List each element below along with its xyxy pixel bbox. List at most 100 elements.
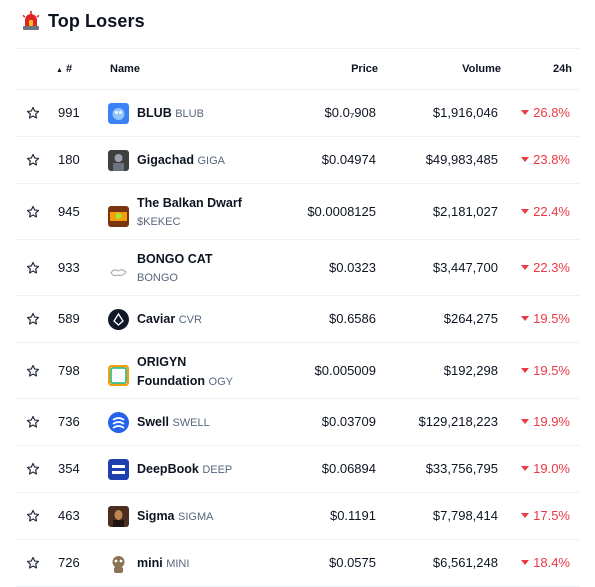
rank-cell: 798	[58, 362, 80, 378]
coin-name-cell[interactable]: mini MINI	[108, 552, 190, 574]
table-header: ▲ # Name Price Volume 24h	[16, 48, 580, 90]
section-header: Top Losers	[22, 8, 145, 34]
coin-symbol: SIGMA	[178, 511, 214, 523]
name-header[interactable]: Name	[110, 63, 140, 75]
watchlist-star-icon[interactable]	[26, 556, 40, 570]
change-cell: 19.5%	[521, 311, 570, 326]
price-cell: $0.04974	[321, 152, 376, 167]
table-row[interactable]: 798 ORIGYN Foundation OGY $0.005009 $192,29…	[16, 343, 580, 399]
coin-name-cell[interactable]: Swell SWELL	[108, 411, 210, 433]
watchlist-star-icon[interactable]	[26, 509, 40, 523]
price-cell: $0.005009	[314, 362, 376, 378]
rank-cell: 991	[58, 105, 80, 120]
watchlist-star-icon[interactable]	[26, 153, 40, 167]
table-row[interactable]: 726 mini MINI $0.0575 $6,561,248 18.4%	[16, 540, 580, 587]
coin-name-line2: Foundation	[137, 374, 206, 388]
coin-name-cell[interactable]: Caviar CVR	[108, 308, 202, 330]
rank-cell: 726	[58, 555, 80, 570]
change-cell: 17.5%	[521, 508, 570, 523]
coin-name-cell[interactable]: DeepBook DEEP	[108, 458, 233, 480]
table-row[interactable]: 354 DeepBook DEEP $0.06894 $33,756,795 19.0%	[16, 446, 580, 493]
table-row[interactable]: 736 Swell SWELL $0.03709 $129,218,223 19.9%	[16, 399, 580, 446]
watchlist-star-icon[interactable]	[26, 106, 40, 120]
watchlist-star-icon[interactable]	[26, 261, 40, 275]
coin-name-cell[interactable]: The Balkan Dwarf $KEKEC	[108, 196, 242, 231]
sort-up-icon: ▲	[56, 67, 63, 74]
caret-down-icon	[521, 157, 530, 162]
rank-cell: 354	[58, 461, 80, 476]
coin-symbol: OGY	[208, 376, 233, 388]
coin-symbol: CVR	[178, 314, 202, 326]
price-cell: $0.03709	[321, 414, 376, 429]
coin-name: The Balkan Dwarf	[137, 196, 242, 210]
price-cell: $0.0008125	[307, 203, 376, 219]
price-cell: $0.0575	[329, 555, 376, 570]
coin-symbol: GIGA	[197, 155, 225, 167]
caret-down-icon	[521, 316, 530, 321]
table-row[interactable]: 589 Caviar CVR $0.6586 $264,275 19.5%	[16, 296, 580, 343]
price-cell: $0.0323	[329, 259, 376, 275]
watchlist-star-icon[interactable]	[26, 462, 40, 476]
coin-logo-icon	[108, 505, 129, 527]
rank-cell: 736	[58, 414, 80, 429]
rank-cell: 463	[58, 508, 80, 523]
table-row[interactable]: 463 Sigma SIGMA $0.1191 $7,798,414 17.5%	[16, 493, 580, 540]
caret-down-icon	[521, 513, 530, 518]
coin-name-line2: BONGO	[137, 272, 178, 284]
coin-symbol: SWELL	[172, 417, 210, 429]
caret-down-icon	[521, 419, 530, 424]
page-title: Top Losers	[48, 10, 145, 31]
coin-symbol: MINI	[166, 558, 190, 570]
price-cell: $0.06894	[321, 461, 376, 476]
watchlist-star-icon[interactable]	[26, 364, 40, 378]
volume-cell: $49,983,485	[425, 152, 498, 167]
price-cell: $0.1191	[329, 508, 376, 523]
volume-cell: $1,916,046	[432, 105, 498, 120]
volume-cell: $192,298	[443, 362, 498, 378]
watchlist-star-icon[interactable]	[26, 312, 40, 326]
coin-logo-icon	[108, 365, 129, 386]
rank-cell: 933	[58, 259, 80, 275]
table-row[interactable]: 933 BONGO CAT BONGO $0.0323 $3,447,700 22.3%	[16, 240, 580, 296]
change-cell: 19.0%	[521, 461, 570, 476]
coin-name: BLUB	[137, 106, 172, 120]
coin-name: DeepBook	[137, 462, 199, 476]
caret-down-icon	[521, 367, 530, 373]
coin-logo-icon	[108, 458, 129, 480]
coin-name: Swell	[137, 415, 169, 429]
volume-cell: $3,447,700	[432, 259, 498, 275]
caret-down-icon	[521, 110, 530, 115]
rank-cell: 945	[58, 203, 80, 219]
caret-down-icon	[521, 466, 530, 471]
coin-logo-icon	[108, 261, 129, 283]
price-cell: $0.0₇908	[324, 105, 376, 120]
volume-cell: $33,756,795	[425, 461, 498, 476]
table-row[interactable]: 180 Gigachad GIGA $0.04974 $49,983,485 23.8%	[16, 137, 580, 184]
rank-header[interactable]: ▲ #	[56, 63, 73, 75]
price-header[interactable]: Price	[351, 63, 378, 75]
coin-name-cell[interactable]: Gigachad GIGA	[108, 149, 225, 171]
coin-name-cell[interactable]: Sigma SIGMA	[108, 505, 214, 527]
table-row[interactable]: 945 The Balkan Dwarf $KEKEC $0.0008125 $2,1…	[16, 184, 580, 240]
volume-header[interactable]: Volume	[462, 63, 501, 75]
volume-cell: $6,561,248	[432, 555, 498, 570]
coin-name-cell[interactable]: BONGO CAT BONGO	[108, 252, 212, 287]
table-body: 991 BLUB BLUB $0.0₇908 $1,916,046 26.8% 180 Gi…	[16, 90, 580, 587]
coin-name-line2: $KEKEC	[137, 216, 181, 228]
coin-name-cell[interactable]: ORIGYN Foundation OGY	[108, 355, 233, 391]
coin-logo-icon	[108, 308, 129, 330]
coin-symbol: DEEP	[202, 464, 233, 476]
coin-name-cell[interactable]: BLUB BLUB	[108, 102, 204, 124]
table-row[interactable]: 991 BLUB BLUB $0.0₇908 $1,916,046 26.8%	[16, 90, 580, 137]
coin-name: Gigachad	[137, 153, 194, 167]
coin-name: Caviar	[137, 312, 176, 326]
change-cell: 18.4%	[521, 555, 570, 570]
volume-cell: $2,181,027	[432, 203, 498, 219]
caret-down-icon	[521, 208, 530, 214]
change-cell: 22.4%	[521, 204, 570, 219]
watchlist-star-icon[interactable]	[26, 415, 40, 429]
coin-name: Sigma	[137, 509, 175, 523]
volume-cell: $264,275	[443, 311, 498, 326]
watchlist-star-icon[interactable]	[26, 205, 40, 219]
change-header[interactable]: 24h	[553, 63, 572, 75]
